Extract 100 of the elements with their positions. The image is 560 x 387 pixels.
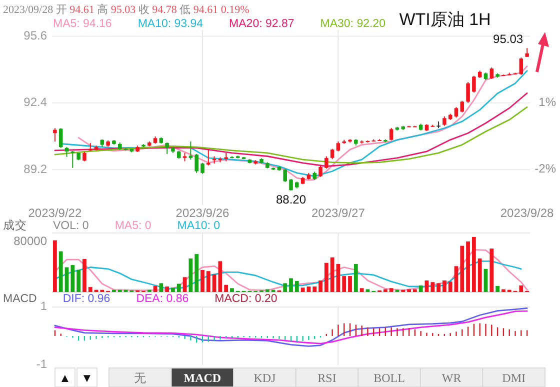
text: MA10: 0 bbox=[177, 220, 220, 232]
y-tick-label: 92.4 bbox=[24, 95, 48, 110]
bar bbox=[330, 257, 334, 292]
bar bbox=[300, 288, 305, 292]
bar bbox=[478, 258, 482, 292]
bar bbox=[53, 240, 57, 292]
bar bbox=[283, 283, 288, 292]
text: BOLL bbox=[374, 371, 405, 385]
series-label: DIF: 0.96 bbox=[62, 293, 110, 305]
bar bbox=[188, 258, 193, 292]
bar bbox=[448, 282, 452, 292]
x-tick-label: 2023/9/27 bbox=[312, 206, 366, 220]
candlestick bbox=[206, 149, 210, 166]
bar bbox=[206, 271, 210, 292]
bar bbox=[88, 287, 92, 292]
bar bbox=[318, 280, 322, 292]
candlestick bbox=[472, 75, 476, 93]
candlestick bbox=[188, 140, 193, 160]
bar bbox=[436, 283, 440, 292]
text: MA10: 93.94 bbox=[138, 18, 204, 30]
line-series bbox=[54, 106, 528, 164]
bar bbox=[412, 289, 417, 292]
candlestick bbox=[336, 140, 340, 152]
candlestick bbox=[58, 128, 63, 148]
bar bbox=[418, 285, 423, 292]
x-tick-label: 2023/9/28 bbox=[500, 206, 554, 220]
y2-tick-label: -2% bbox=[534, 162, 556, 176]
bar bbox=[70, 265, 75, 292]
candlestick bbox=[53, 128, 57, 142]
candlestick bbox=[454, 106, 458, 118]
y-tick-label: 95.6 bbox=[24, 28, 48, 42]
bar bbox=[294, 281, 299, 292]
bar bbox=[460, 246, 464, 292]
candlestick bbox=[70, 150, 75, 168]
bar bbox=[176, 284, 181, 292]
bar bbox=[224, 284, 228, 292]
bar bbox=[354, 264, 358, 292]
candlestick bbox=[324, 156, 328, 170]
bar bbox=[324, 262, 328, 292]
candlestick bbox=[460, 100, 464, 113]
bar bbox=[159, 283, 164, 292]
bar bbox=[230, 288, 234, 292]
candlestick bbox=[82, 151, 86, 162]
bar bbox=[82, 259, 86, 292]
bar bbox=[265, 289, 270, 292]
bar bbox=[496, 286, 500, 292]
text: ▼ bbox=[81, 371, 93, 385]
text: MA5: 0 bbox=[114, 220, 152, 232]
bar bbox=[76, 270, 81, 292]
y-tick-label: 1 bbox=[40, 299, 48, 314]
bar bbox=[360, 288, 364, 292]
chart-title: 成交 bbox=[3, 218, 27, 232]
bar bbox=[442, 280, 446, 292]
text: 80000 bbox=[14, 234, 48, 248]
text: MA5: 94.16 bbox=[53, 18, 112, 30]
bar bbox=[407, 289, 411, 292]
y-tick-label: 89.2 bbox=[24, 162, 48, 176]
bar bbox=[454, 266, 458, 292]
bar bbox=[336, 264, 340, 292]
bar bbox=[182, 277, 187, 292]
candlestick bbox=[200, 162, 204, 174]
bar bbox=[194, 254, 199, 292]
text: MA20: 92.87 bbox=[229, 18, 294, 30]
candlestick bbox=[490, 67, 494, 80]
bar bbox=[165, 286, 170, 292]
x-tick-label: 2023/9/26 bbox=[176, 206, 230, 220]
text: MA30: 92.20 bbox=[320, 18, 386, 30]
candlestick bbox=[165, 142, 169, 154]
bar bbox=[312, 286, 317, 292]
y2-tick-label: 1% bbox=[538, 94, 556, 109]
bar bbox=[306, 286, 311, 292]
text: KDJ bbox=[254, 371, 276, 385]
text: ▲ bbox=[59, 371, 71, 385]
text: VOL: 0 bbox=[53, 220, 89, 232]
annotation: 95.03 bbox=[493, 32, 524, 46]
bar bbox=[383, 289, 388, 292]
line-series bbox=[54, 92, 528, 167]
bar bbox=[430, 282, 435, 292]
text: MACD bbox=[184, 371, 222, 385]
text: DEA: 0.86 bbox=[136, 293, 189, 305]
text: RSI bbox=[318, 371, 336, 385]
bar bbox=[171, 288, 175, 292]
candlestick bbox=[64, 146, 69, 158]
bar bbox=[348, 276, 352, 292]
candlestick bbox=[194, 153, 198, 174]
candlestick bbox=[466, 82, 470, 104]
bar bbox=[501, 289, 506, 292]
text: 2023/09/28 开 94.61 高 95.03 收 94.78 低 94.61 0.19% bbox=[3, 4, 250, 16]
candlestick bbox=[442, 116, 446, 126]
bar bbox=[389, 288, 394, 292]
chart-title: WTI原油 1H bbox=[399, 10, 491, 29]
bar bbox=[289, 278, 293, 292]
bar bbox=[218, 261, 222, 292]
text: 无 bbox=[134, 371, 146, 385]
bar bbox=[490, 248, 494, 292]
bar bbox=[472, 237, 476, 292]
y-tick-label: -1 bbox=[36, 357, 48, 372]
bar bbox=[342, 276, 346, 292]
bar bbox=[200, 270, 204, 292]
candlestick bbox=[519, 57, 524, 76]
